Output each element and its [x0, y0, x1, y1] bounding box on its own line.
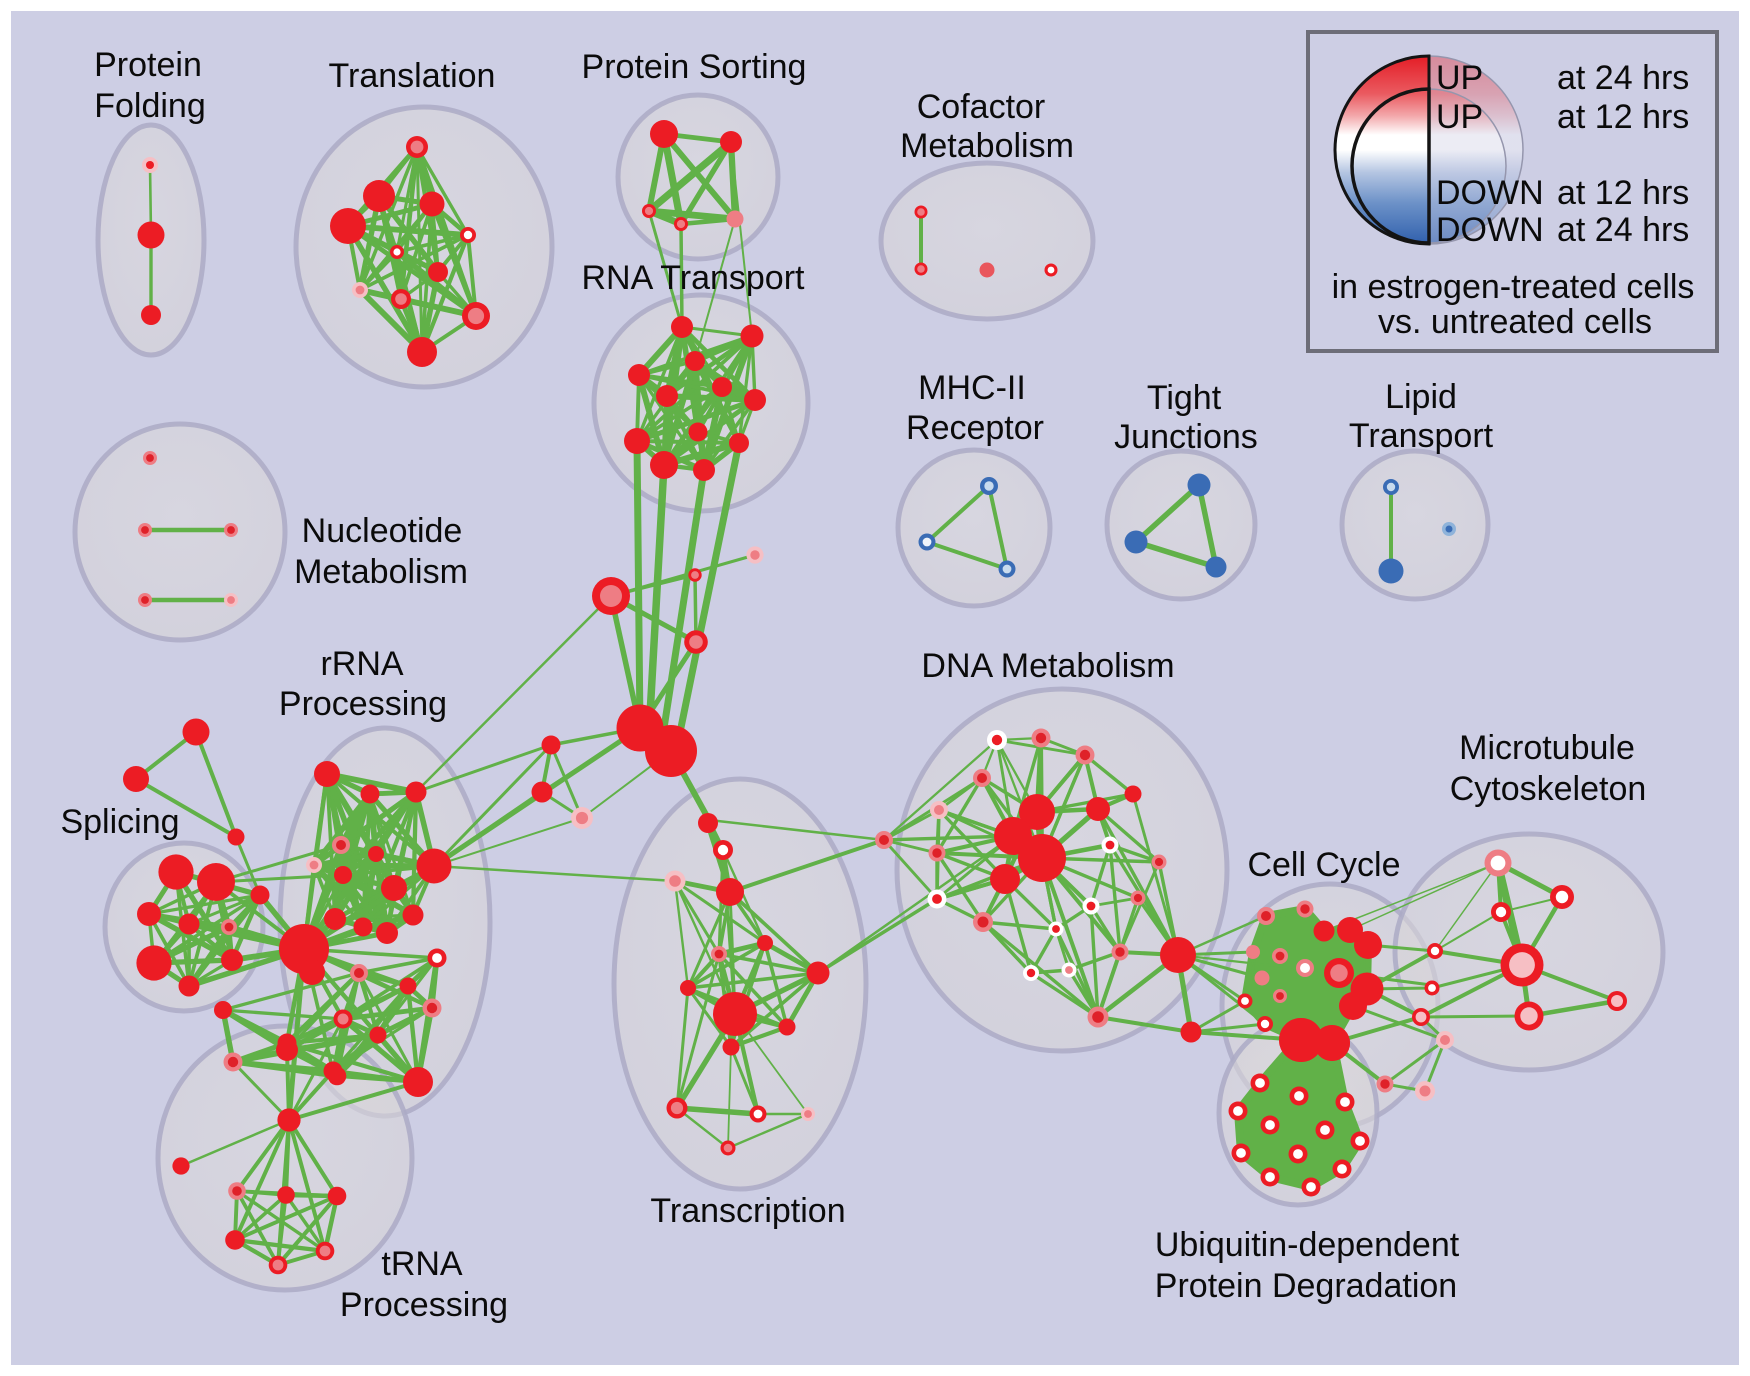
svg-text:Nucleotide: Nucleotide [302, 512, 463, 550]
svg-text:in estrogen-treated cells: in estrogen-treated cells [1332, 268, 1695, 306]
svg-text:UP: UP [1436, 98, 1483, 136]
svg-text:vs. untreated cells: vs. untreated cells [1378, 303, 1652, 341]
svg-text:Protein Degradation: Protein Degradation [1155, 1267, 1457, 1305]
svg-text:Lipid: Lipid [1385, 378, 1457, 416]
svg-text:Processing: Processing [279, 685, 447, 723]
svg-text:Ubiquitin-dependent: Ubiquitin-dependent [1155, 1226, 1460, 1264]
svg-text:at 12 hrs: at 12 hrs [1557, 174, 1689, 212]
svg-text:Tight: Tight [1147, 379, 1222, 417]
svg-text:DNA Metabolism: DNA Metabolism [921, 647, 1174, 685]
svg-text:Protein Sorting: Protein Sorting [582, 48, 807, 86]
svg-text:Splicing: Splicing [60, 803, 179, 841]
svg-text:RNA Transport: RNA Transport [582, 259, 806, 297]
svg-text:MHC-II: MHC-II [918, 369, 1026, 407]
svg-text:Metabolism: Metabolism [294, 553, 468, 591]
svg-text:Translation: Translation [329, 57, 496, 95]
svg-text:Cell Cycle: Cell Cycle [1247, 846, 1400, 884]
svg-text:Folding: Folding [94, 87, 206, 125]
svg-text:Junctions: Junctions [1114, 418, 1258, 456]
svg-text:at 24 hrs: at 24 hrs [1557, 211, 1689, 249]
svg-text:Metabolism: Metabolism [900, 127, 1074, 165]
svg-text:rRNA: rRNA [320, 645, 403, 683]
svg-text:Cofactor: Cofactor [917, 88, 1046, 126]
svg-text:Processing: Processing [340, 1286, 508, 1324]
svg-text:UP: UP [1436, 59, 1483, 97]
svg-text:Transport: Transport [1349, 417, 1494, 455]
svg-text:Cytoskeleton: Cytoskeleton [1450, 770, 1647, 808]
svg-text:Receptor: Receptor [906, 409, 1044, 447]
svg-text:DOWN: DOWN [1436, 211, 1544, 249]
svg-text:Transcription: Transcription [650, 1192, 845, 1230]
svg-text:DOWN: DOWN [1436, 174, 1544, 212]
svg-text:tRNA: tRNA [381, 1245, 463, 1283]
svg-text:Microtubule: Microtubule [1459, 729, 1635, 767]
svg-text:at 12 hrs: at 12 hrs [1557, 98, 1689, 136]
svg-text:at 24 hrs: at 24 hrs [1557, 59, 1689, 97]
svg-text:Protein: Protein [94, 46, 202, 84]
